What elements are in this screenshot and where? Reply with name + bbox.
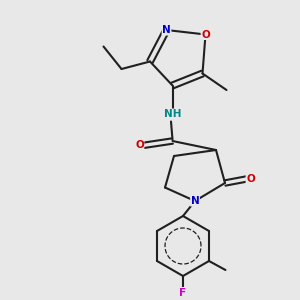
Text: NH: NH	[164, 109, 181, 119]
Text: N: N	[190, 196, 200, 206]
Text: O: O	[201, 29, 210, 40]
Text: O: O	[246, 173, 255, 184]
Text: O: O	[135, 140, 144, 151]
Text: F: F	[179, 287, 187, 298]
Text: N: N	[162, 25, 171, 35]
